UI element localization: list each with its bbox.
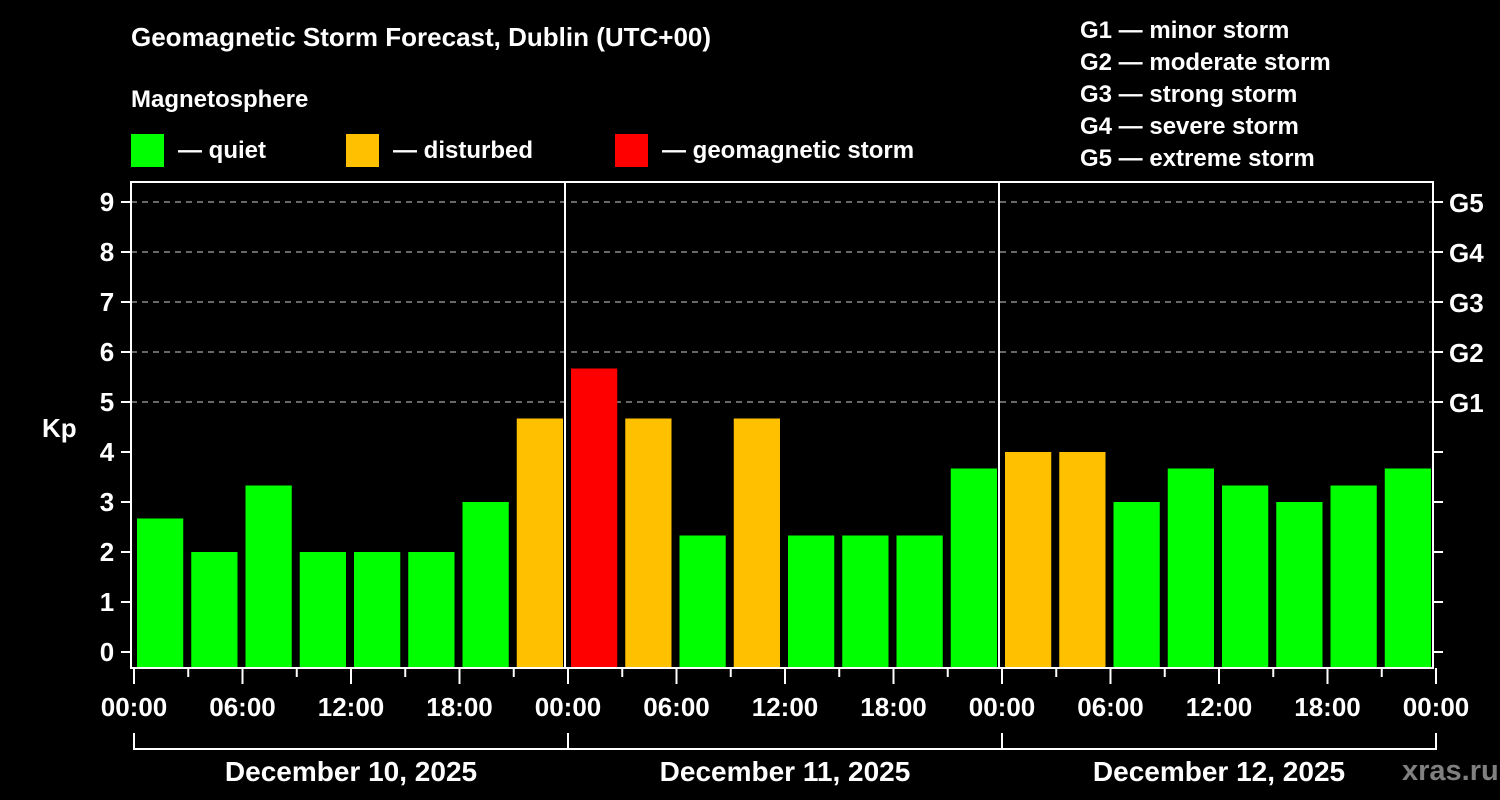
- storm-swatch: [615, 134, 648, 167]
- x-tick-label: 00:00: [101, 692, 168, 722]
- x-tick-label: 18:00: [426, 692, 493, 722]
- y-tick-label: 6: [100, 337, 114, 367]
- day-label: December 11, 2025: [660, 756, 911, 787]
- legend-label-disturbed: — disturbed: [393, 136, 534, 164]
- y-axis-label: Kp: [42, 413, 77, 443]
- kp-bar: [1113, 502, 1160, 668]
- kp-bar: [1276, 502, 1323, 668]
- legend-label-quiet: — quiet: [178, 136, 266, 164]
- kp-bar: [950, 468, 997, 668]
- legend-title: Magnetosphere: [131, 86, 309, 113]
- kp-bar: [788, 535, 835, 668]
- day-bracket: [133, 733, 569, 750]
- scale-g4: G4 — severe storm: [1080, 113, 1299, 140]
- day-label: December 12, 2025: [1093, 756, 1345, 787]
- kp-bar: [1384, 468, 1431, 668]
- kp-bar: [571, 368, 618, 668]
- kp-bar: [1167, 468, 1214, 668]
- storm-level-label: G5: [1449, 188, 1484, 218]
- storm-level-label: G3: [1449, 288, 1484, 318]
- kp-bar: [137, 518, 184, 668]
- kp-bar: [408, 552, 455, 668]
- watermark: xras.ru: [1402, 755, 1499, 787]
- chart-title: Geomagnetic Storm Forecast, Dublin (UTC+…: [131, 22, 712, 52]
- x-tick-label: 12:00: [1186, 692, 1253, 722]
- y-tick-label: 5: [100, 387, 114, 417]
- storm-level-label: G4: [1449, 238, 1484, 268]
- y-tick-label: 1: [100, 587, 114, 617]
- scale-g3: G3 — strong storm: [1080, 81, 1298, 108]
- y-tick-label: 7: [100, 287, 114, 317]
- storm-level-label: G1: [1449, 388, 1484, 418]
- scale-g2: G2 — moderate storm: [1080, 49, 1331, 76]
- x-tick-label: 06:00: [1077, 692, 1144, 722]
- kp-bar: [625, 418, 672, 668]
- y-tick-label: 2: [100, 537, 114, 567]
- x-tick-label: 12:00: [752, 692, 819, 722]
- kp-bar: [1222, 485, 1269, 668]
- scale-g1: G1 — minor storm: [1080, 17, 1290, 44]
- kp-bar: [191, 552, 238, 668]
- y-tick-label: 8: [100, 237, 114, 267]
- y-tick-label: 9: [100, 187, 114, 217]
- kp-bar: [299, 552, 346, 668]
- day-bracket: [1001, 733, 1437, 750]
- y-tick-label: 3: [100, 487, 114, 517]
- y-tick-label: 0: [100, 637, 114, 667]
- kp-bar: [1059, 452, 1106, 668]
- x-tick-label: 00:00: [1403, 692, 1470, 722]
- kp-bar: [1005, 452, 1052, 668]
- storm-scale-legend: G1 — minor storm G2 — moderate storm G3 …: [1080, 15, 1331, 175]
- day-bracket: [567, 733, 1003, 750]
- x-tick-label: 18:00: [1294, 692, 1361, 722]
- disturbed-swatch: [346, 134, 379, 167]
- kp-bar: [679, 535, 726, 668]
- x-tick-label: 06:00: [209, 692, 276, 722]
- legend-label-storm: — geomagnetic storm: [662, 136, 915, 164]
- scale-g5: G5 — extreme storm: [1080, 145, 1315, 172]
- x-tick-label: 06:00: [643, 692, 710, 722]
- x-tick-label: 00:00: [535, 692, 602, 722]
- legend-item-storm: — geomagnetic storm: [615, 134, 914, 167]
- kp-bar: [733, 418, 780, 668]
- kp-bar: [245, 485, 292, 668]
- x-tick-label: 12:00: [318, 692, 385, 722]
- storm-level-label: G2: [1449, 338, 1484, 368]
- kp-bar: [1330, 485, 1377, 668]
- kp-bar: [462, 502, 509, 668]
- kp-bar: [842, 535, 889, 668]
- x-tick-label: 00:00: [969, 692, 1036, 722]
- legend-item-disturbed: — disturbed: [346, 134, 533, 167]
- plot-frame: [130, 181, 1434, 669]
- day-label: December 10, 2025: [225, 756, 477, 787]
- x-tick-label: 18:00: [860, 692, 927, 722]
- y-tick-label: 4: [100, 437, 115, 467]
- legend-item-quiet: — quiet: [131, 134, 266, 167]
- kp-bar: [516, 418, 563, 668]
- kp-bar: [896, 535, 943, 668]
- kp-bar: [354, 552, 401, 668]
- quiet-swatch: [131, 134, 164, 167]
